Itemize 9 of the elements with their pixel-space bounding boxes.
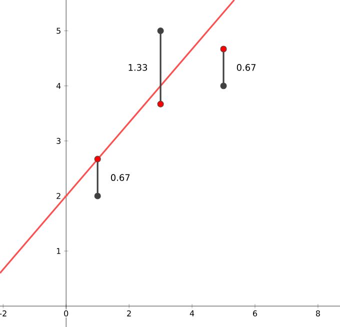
- point: [157, 28, 164, 34]
- point: [157, 100, 164, 108]
- point: [94, 192, 101, 200]
- annotation: 1.33: [128, 64, 148, 71]
- annotation: 0.67: [111, 174, 130, 181]
- point: [220, 82, 227, 90]
- point: [94, 156, 101, 162]
- point: [220, 46, 227, 52]
- annotation: 0.67: [236, 64, 256, 71]
